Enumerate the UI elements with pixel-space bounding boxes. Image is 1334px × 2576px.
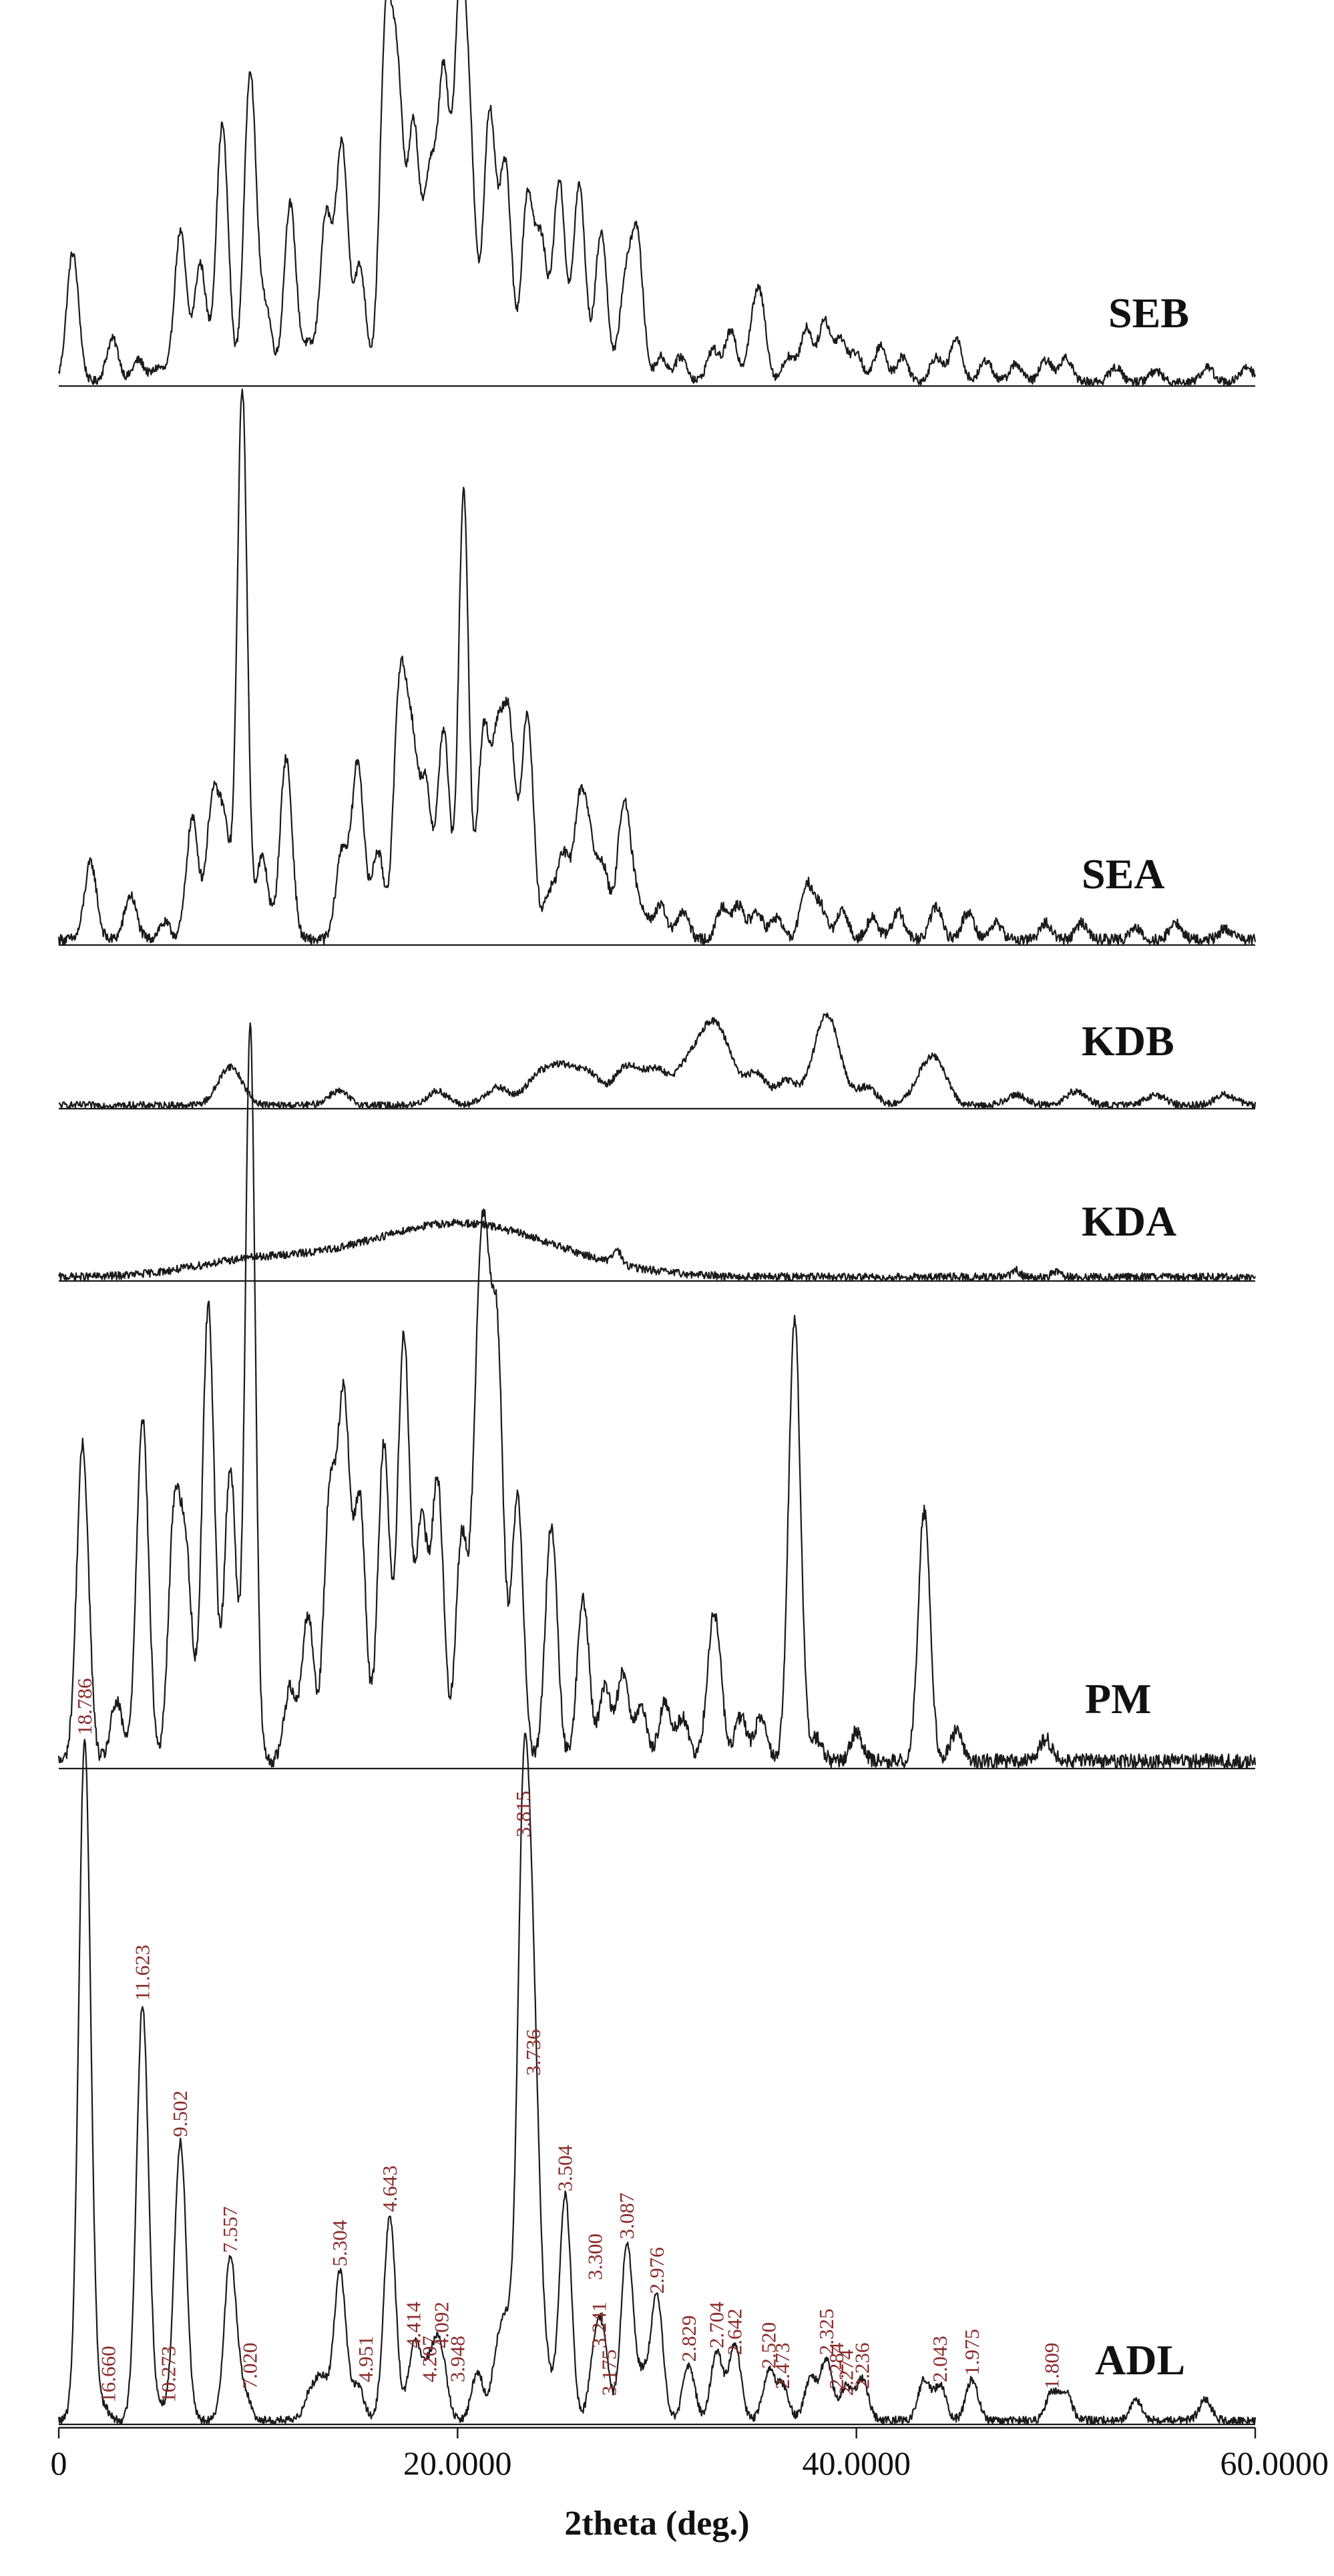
peak-label: 1.809 — [1040, 2342, 1063, 2389]
peak-label: 2.642 — [723, 2308, 746, 2355]
peak-label: 4.951 — [354, 2336, 377, 2382]
peak-label: 2.043 — [928, 2336, 951, 2382]
series-label-sea: SEA — [1082, 850, 1165, 898]
series-label-seb: SEB — [1108, 289, 1189, 337]
series-line-seb — [57, 0, 1257, 387]
peak-label: 4.092 — [429, 2302, 453, 2348]
peak-label: 4.414 — [402, 2302, 425, 2348]
series-line-kda — [57, 1218, 1257, 1282]
peak-label: 2.284 — [825, 2342, 848, 2389]
panel-sea: SEA — [57, 388, 1257, 946]
series-label-kda: KDA — [1082, 1198, 1176, 1245]
x-tick-label: 40.0000 — [802, 2444, 911, 2482]
series-label-pm: PM — [1085, 1675, 1152, 1722]
peak-label: 9.502 — [168, 2090, 192, 2137]
peak-label: 2.274 — [835, 2349, 858, 2396]
x-axis: 0 20.0000 40.0000 60.0000 — [51, 2426, 1329, 2482]
peak-label: 4.643 — [378, 2165, 401, 2212]
peak-label: 7.020 — [238, 2342, 262, 2389]
peak-label: 2.473 — [770, 2342, 794, 2389]
series-line-kdb — [58, 1013, 1257, 1110]
x-tick-label: 0 — [51, 2444, 67, 2482]
panel-pm: PM — [57, 1022, 1257, 1770]
peak-label: 18.786 — [73, 1678, 96, 1735]
x-tick-label: 60.0000 — [1220, 2444, 1329, 2482]
peak-label: 5.304 — [328, 2219, 351, 2266]
peak-label: 3.948 — [445, 2336, 469, 2382]
peak-label: 3.175 — [597, 2350, 620, 2396]
peak-label: 4.207 — [418, 2336, 441, 2382]
panels-layer: SEB SEA KDB KDA PM ADL — [57, 0, 1257, 2426]
panel-seb: SEB — [57, 0, 1257, 387]
peak-label: 7.557 — [218, 2206, 242, 2253]
peak-label: 2.704 — [705, 2302, 728, 2348]
x-tick-label: 20.0000 — [403, 2444, 512, 2482]
series-line-adl — [57, 1732, 1257, 2426]
series-label-adl: ADL — [1095, 2336, 1185, 2384]
peak-label: 3.736 — [521, 2029, 545, 2076]
peak-label: 1.975 — [960, 2329, 983, 2376]
peak-label: 3.504 — [553, 2145, 577, 2191]
peak-label: 3.087 — [615, 2193, 638, 2239]
peak-label: 3.815 — [511, 1791, 535, 1837]
peak-label: 2.520 — [756, 2322, 780, 2369]
peak-label: 16.660 — [97, 2346, 120, 2402]
peak-label: 11.623 — [130, 1945, 154, 2001]
series-line-sea — [57, 388, 1257, 946]
series-line-pm — [57, 1022, 1257, 1769]
peak-label: 10.273 — [156, 2346, 180, 2402]
series-label-kdb: KDB — [1082, 1017, 1174, 1065]
x-axis-title: 2theta (deg.) — [564, 2505, 749, 2543]
peak-label: 2.236 — [851, 2342, 874, 2389]
peak-labels-layer: 18.786 16.660 11.623 10.273 9.502 7.557 7.020 5… — [73, 1678, 1064, 2403]
panel-kda: KDA — [57, 1198, 1257, 1282]
peak-label: 2.976 — [645, 2247, 668, 2294]
panel-kdb: KDB — [58, 1013, 1257, 1110]
peak-label: 2.829 — [677, 2316, 700, 2362]
panel-adl: ADL — [57, 1732, 1257, 2426]
peak-label: 3.241 — [587, 2302, 610, 2348]
peak-label: 3.300 — [583, 2233, 606, 2280]
peak-label: 2.325 — [815, 2308, 838, 2355]
